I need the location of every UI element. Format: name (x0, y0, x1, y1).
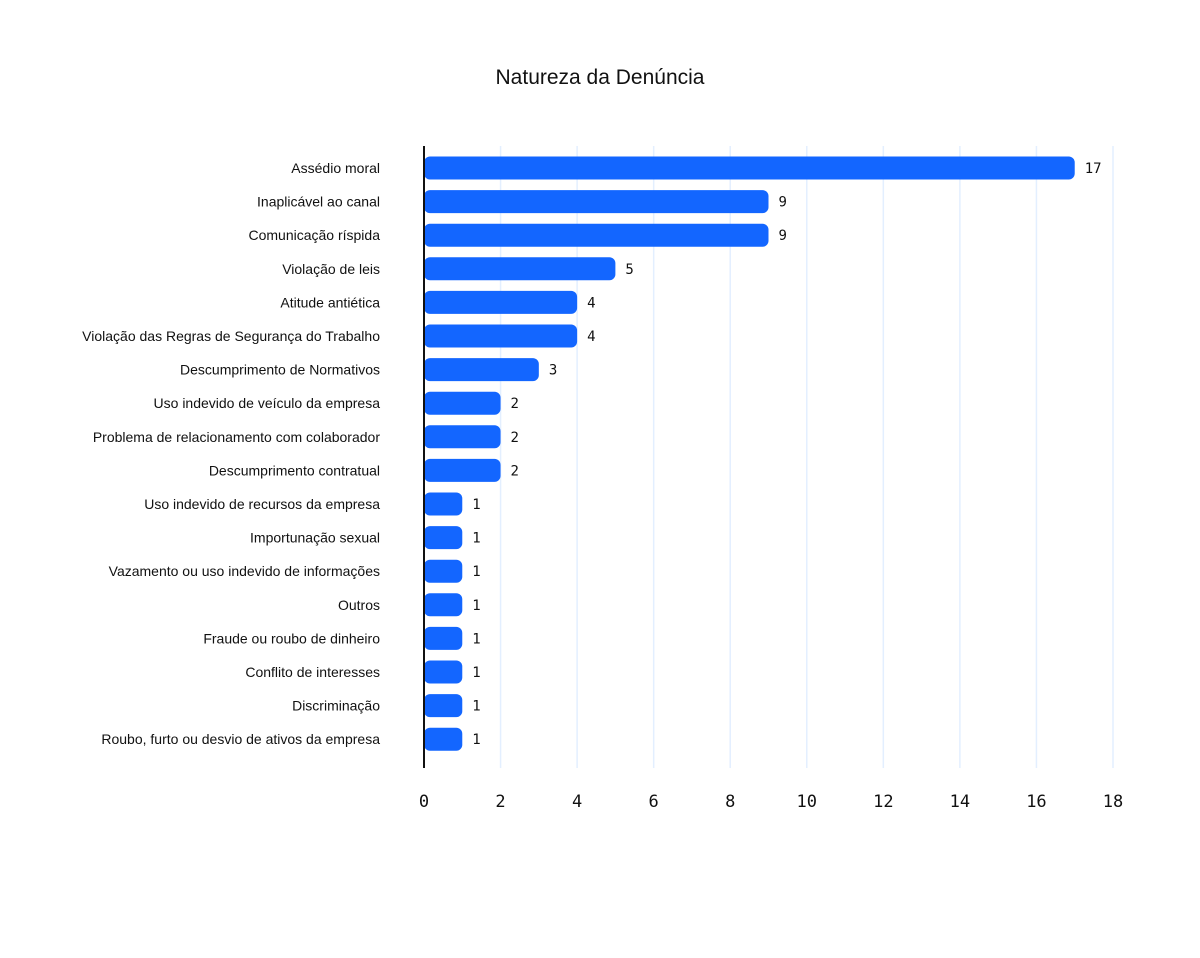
bar (424, 156, 1075, 180)
bar (424, 391, 501, 415)
category-label: Conflito de interesses (245, 664, 380, 680)
value-label: 9 (779, 228, 787, 244)
x-tick-label: 6 (649, 792, 659, 812)
value-label: 1 (472, 564, 480, 580)
category-label: Inaplicável ao canal (257, 194, 380, 210)
category-label: Problema de relacionamento com colaborad… (93, 429, 380, 445)
bar (424, 425, 501, 449)
value-label: 2 (511, 463, 519, 479)
value-label: 9 (779, 195, 787, 211)
x-tick-label: 0 (419, 792, 429, 812)
value-label: 1 (472, 531, 480, 547)
value-label: 1 (472, 497, 480, 513)
category-label: Outros (338, 597, 380, 613)
value-label: 1 (472, 699, 480, 715)
bar (424, 290, 578, 314)
bar (424, 559, 463, 583)
category-labels: Assédio moral Inaplicável ao canal Comunic… (82, 160, 380, 747)
value-label: 17 (1085, 161, 1102, 177)
bar (424, 223, 769, 247)
bar (424, 526, 463, 550)
bars (424, 156, 1075, 751)
x-axis-ticks: 0 2 4 6 8 10 12 14 16 18 (419, 792, 1123, 812)
bar (424, 727, 463, 751)
bar (424, 358, 539, 382)
value-label: 3 (549, 363, 557, 379)
x-tick-label: 14 (950, 792, 970, 812)
category-label: Descumprimento de Normativos (180, 362, 380, 378)
x-tick-label: 18 (1103, 792, 1123, 812)
bar (424, 324, 578, 348)
x-tick-label: 10 (797, 792, 817, 812)
category-label: Discriminação (292, 698, 380, 714)
value-label: 1 (472, 732, 480, 748)
x-tick-label: 8 (725, 792, 735, 812)
value-label: 4 (587, 329, 595, 345)
category-label: Violação de leis (282, 261, 380, 277)
category-label: Roubo, furto ou desvio de ativos da empr… (101, 731, 380, 747)
bar (424, 257, 616, 281)
value-label: 1 (472, 665, 480, 681)
category-label: Importunação sexual (250, 530, 380, 546)
value-label: 1 (472, 598, 480, 614)
x-tick-label: 12 (873, 792, 893, 812)
category-label: Descumprimento contratual (209, 462, 380, 478)
x-tick-label: 4 (572, 792, 582, 812)
bar (424, 458, 501, 482)
category-label: Fraude ou roubo de dinheiro (203, 630, 380, 646)
bar (424, 190, 769, 214)
value-label: 2 (511, 430, 519, 446)
category-label: Vazamento ou uso indevido de informações (109, 563, 380, 579)
bar (424, 660, 463, 684)
value-label: 5 (625, 262, 633, 278)
value-label: 2 (511, 396, 519, 412)
category-label: Uso indevido de veículo da empresa (154, 395, 381, 411)
category-label: Uso indevido de recursos da empresa (144, 496, 380, 512)
bar (424, 694, 463, 718)
chart-title: Natureza da Denúncia (496, 66, 705, 89)
bar (424, 492, 463, 516)
value-label: 4 (587, 295, 595, 311)
bar (424, 593, 463, 617)
x-tick-label: 2 (495, 792, 505, 812)
category-label: Assédio moral (291, 160, 380, 176)
category-label: Comunicação ríspida (248, 227, 380, 243)
bar (424, 626, 463, 650)
value-label: 1 (472, 631, 480, 647)
x-tick-label: 16 (1026, 792, 1046, 812)
value-labels: 17 9 9 5 4 4 3 2 2 2 1 1 1 1 1 1 1 1 (472, 161, 1101, 748)
category-label: Atitude antiética (280, 294, 380, 310)
gridlines (499, 146, 1114, 768)
category-label: Violação das Regras de Segurança do Trab… (82, 328, 380, 344)
